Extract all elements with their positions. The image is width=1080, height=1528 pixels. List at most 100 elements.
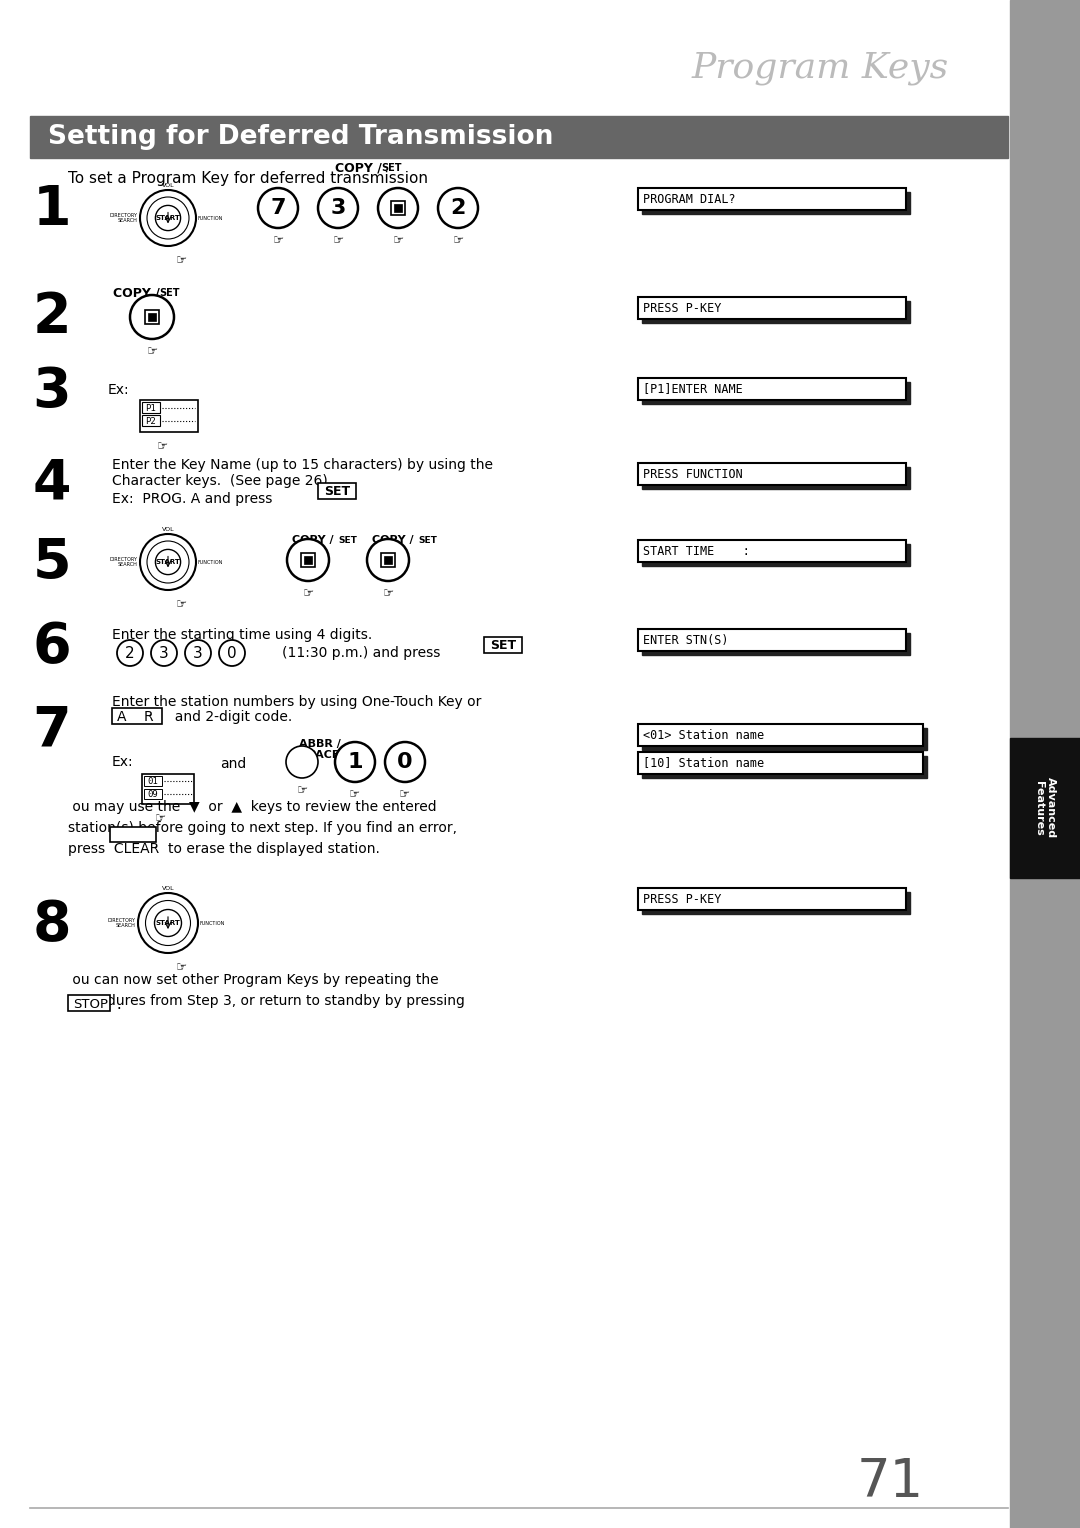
Text: Enter the station numbers by using One-Touch Key or: Enter the station numbers by using One-T… — [112, 695, 482, 709]
Text: PRESS P-KEY: PRESS P-KEY — [643, 892, 721, 906]
Text: ☞: ☞ — [157, 440, 167, 452]
Text: ☞: ☞ — [400, 788, 410, 801]
Text: [P1]ENTER NAME: [P1]ENTER NAME — [643, 382, 743, 396]
Bar — [638, 724, 923, 746]
Text: 7: 7 — [270, 199, 286, 219]
Text: START TIME    :: START TIME : — [643, 544, 750, 558]
Text: 01: 01 — [148, 776, 159, 785]
Circle shape — [378, 188, 418, 228]
Bar — [68, 995, 110, 1012]
Bar — [642, 544, 910, 565]
Text: ☞: ☞ — [154, 811, 165, 825]
Text: 3: 3 — [159, 645, 168, 660]
Circle shape — [130, 295, 174, 339]
Circle shape — [140, 189, 195, 246]
Circle shape — [219, 640, 245, 666]
Circle shape — [156, 550, 180, 575]
Bar — [642, 892, 910, 914]
Bar — [638, 539, 906, 562]
Text: COPY /: COPY / — [113, 287, 164, 299]
Text: Ex:  PROG. A and press: Ex: PROG. A and press — [112, 492, 272, 506]
Bar — [148, 313, 156, 321]
Circle shape — [140, 533, 195, 590]
Text: A    R: A R — [117, 711, 153, 724]
Bar — [642, 633, 910, 656]
Bar — [642, 382, 910, 403]
Text: 2: 2 — [32, 290, 71, 344]
Bar — [642, 301, 910, 322]
Bar — [384, 556, 392, 564]
Circle shape — [146, 900, 190, 946]
Text: 1: 1 — [348, 752, 363, 772]
Text: 8: 8 — [32, 898, 71, 952]
Text: SET: SET — [418, 535, 437, 544]
Text: ou may use the  ▼  or  ▲  keys to review the entered
station(s) before going to : ou may use the ▼ or ▲ keys to review the… — [68, 801, 457, 856]
Bar — [638, 296, 906, 319]
Circle shape — [138, 892, 198, 953]
Circle shape — [335, 743, 375, 782]
Text: FUNCTION: FUNCTION — [198, 559, 224, 564]
Circle shape — [156, 205, 180, 231]
Bar — [145, 310, 159, 324]
Text: ☞: ☞ — [382, 587, 393, 601]
Text: Program Keys: Program Keys — [691, 50, 948, 86]
Bar — [638, 888, 906, 911]
Text: START: START — [156, 920, 180, 926]
Text: Ex:: Ex: — [112, 755, 134, 769]
Bar — [318, 483, 356, 500]
Bar — [638, 463, 906, 484]
Text: 3: 3 — [32, 365, 71, 419]
Text: ☞: ☞ — [176, 961, 187, 973]
Text: 3: 3 — [193, 645, 203, 660]
Text: SET: SET — [490, 639, 516, 651]
Circle shape — [367, 539, 409, 581]
Bar — [642, 727, 927, 750]
Circle shape — [287, 539, 329, 581]
Bar — [642, 468, 910, 489]
Text: DIRECTORY
SEARCH: DIRECTORY SEARCH — [108, 918, 136, 929]
Text: Enter the starting time using 4 digits.: Enter the starting time using 4 digits. — [112, 628, 373, 642]
Bar — [141, 402, 160, 413]
Text: SET: SET — [338, 535, 356, 544]
Bar — [141, 416, 160, 426]
Text: 5: 5 — [32, 536, 71, 590]
Text: Character keys.  (See page 26): Character keys. (See page 26) — [112, 474, 327, 487]
Text: 0: 0 — [227, 645, 237, 660]
Text: SET: SET — [324, 484, 350, 498]
Text: ☞: ☞ — [147, 345, 158, 358]
Bar — [144, 776, 162, 785]
Text: ☞: ☞ — [453, 234, 463, 248]
Bar — [642, 193, 910, 214]
Text: ☞: ☞ — [349, 788, 361, 801]
Text: COPY /: COPY / — [292, 535, 337, 545]
Bar — [112, 707, 162, 724]
Text: 2: 2 — [125, 645, 135, 660]
Text: Enter the Key Name (up to 15 characters) by using the: Enter the Key Name (up to 15 characters)… — [112, 458, 492, 472]
Bar — [303, 556, 312, 564]
Text: DIRECTORY
SEARCH: DIRECTORY SEARCH — [110, 212, 138, 223]
Circle shape — [384, 743, 426, 782]
Text: ABBR /: ABBR / — [299, 740, 341, 749]
Bar — [638, 377, 906, 400]
Bar — [1010, 0, 1080, 1528]
Text: 3: 3 — [330, 199, 346, 219]
Text: and: and — [220, 756, 246, 772]
Text: START: START — [156, 215, 180, 222]
Text: Advanced
Features: Advanced Features — [1035, 778, 1056, 839]
Circle shape — [154, 909, 181, 937]
Text: ☞: ☞ — [333, 234, 343, 248]
Text: and 2-digit code.: and 2-digit code. — [166, 711, 293, 724]
Circle shape — [318, 188, 357, 228]
Text: 7: 7 — [32, 703, 71, 756]
Text: VOL: VOL — [162, 886, 174, 891]
Text: .: . — [112, 996, 122, 1012]
Text: ☞: ☞ — [296, 784, 308, 798]
Text: VOL: VOL — [162, 183, 174, 188]
Circle shape — [185, 640, 211, 666]
Bar — [381, 553, 395, 567]
Text: Setting for Deferred Transmission: Setting for Deferred Transmission — [48, 124, 553, 150]
Text: SET: SET — [381, 163, 402, 173]
Bar — [638, 752, 923, 775]
Text: VOL: VOL — [162, 527, 174, 532]
Text: ☞: ☞ — [176, 597, 187, 611]
